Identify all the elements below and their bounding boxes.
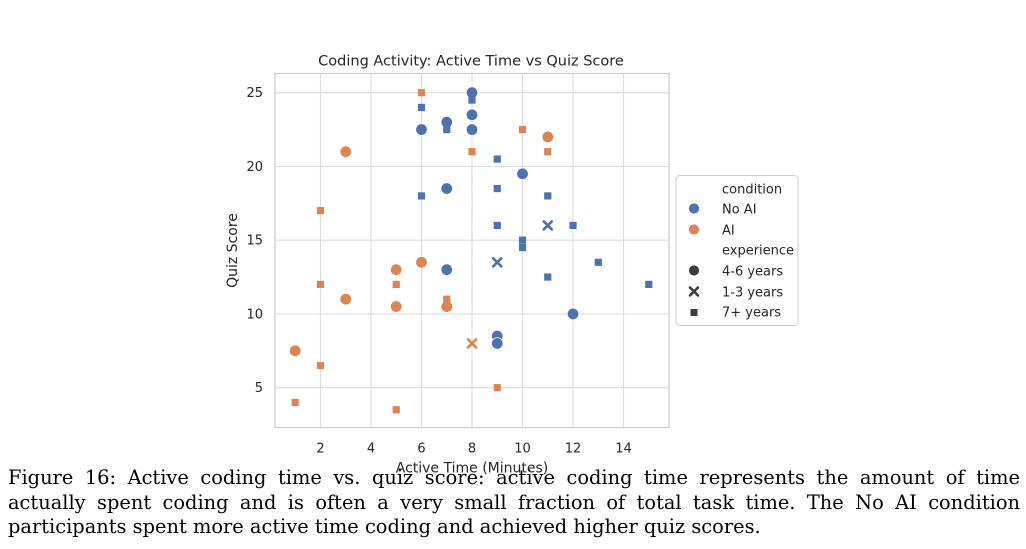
data-point (443, 125, 451, 134)
legend-style-title: experience (722, 244, 794, 259)
data-point (417, 192, 426, 200)
legend: condition No AI AI experience 4-6 years … (675, 175, 799, 326)
data-point (316, 280, 325, 289)
x-tick-label: 12 (565, 442, 582, 457)
data-point (316, 207, 325, 215)
data-point (491, 257, 503, 268)
data-point (493, 184, 501, 193)
data-point (443, 266, 451, 274)
data-point (392, 280, 400, 289)
legend-marker-4-6-years (688, 264, 700, 277)
data-point (417, 103, 426, 112)
data-point (569, 221, 577, 230)
x-tick-label: 2 (316, 442, 324, 457)
data-point (468, 148, 476, 156)
data-point (518, 236, 527, 244)
y-tick-label: 10 (246, 307, 263, 322)
data-point (390, 263, 403, 276)
data-point (339, 292, 352, 306)
x-tick-label: 4 (367, 442, 375, 457)
legend-label-ai: AI (722, 224, 735, 239)
x-tick-label: 8 (468, 442, 476, 457)
data-point (541, 130, 554, 144)
x-axis-label: Active Time (Minutes) (396, 461, 549, 477)
data-point (339, 145, 352, 158)
x-tick-labels: 2 4 6 8 10 12 14 (316, 442, 631, 457)
data-point (493, 221, 501, 230)
data-point (289, 344, 302, 358)
data-point (493, 384, 501, 392)
figure-caption: Figure 16: Active coding time vs. quiz s… (8, 466, 1020, 538)
data-point (645, 280, 653, 289)
legend-marker-1-3-years (688, 286, 700, 297)
chart-title: Coding Activity: Active Time vs Quiz Sco… (318, 54, 624, 70)
data-point (518, 243, 527, 252)
y-tick-label: 20 (246, 160, 263, 175)
legend-label-4-6-years: 4-6 years (722, 265, 783, 280)
data-point (466, 338, 478, 349)
data-point (417, 89, 426, 97)
data-point (316, 361, 325, 370)
data-point (594, 258, 602, 266)
data-point (542, 220, 554, 231)
legend-hue-title: condition (722, 183, 782, 198)
data-point (415, 256, 428, 269)
legend-marker-7-plus-years (690, 309, 698, 316)
data-point (443, 295, 451, 303)
data-points (289, 86, 653, 414)
data-point (291, 398, 299, 407)
data-point (468, 96, 476, 104)
legend-label-no-ai: No AI (722, 203, 757, 218)
x-tick-label: 6 (417, 442, 425, 457)
data-point (390, 300, 403, 313)
data-point (465, 108, 479, 122)
legend-box (675, 175, 799, 326)
y-tick-label: 25 (246, 86, 263, 101)
legend-marker-ai (688, 223, 700, 236)
legend-label-7-plus-years: 7+ years (722, 306, 781, 321)
data-point (566, 307, 580, 321)
x-tick-label: 10 (514, 442, 531, 457)
y-axis-label: Quiz Score (225, 213, 241, 288)
x-tick-label: 14 (615, 442, 632, 457)
data-point (544, 273, 552, 281)
data-point (518, 125, 527, 134)
data-point (516, 167, 529, 181)
data-point (465, 123, 479, 136)
y-tick-label: 5 (255, 381, 263, 396)
data-point (493, 155, 501, 163)
data-point (544, 148, 552, 156)
data-point (544, 192, 552, 200)
data-point (491, 337, 504, 350)
y-tick-label: 15 (246, 234, 263, 249)
data-point (415, 123, 428, 136)
legend-marker-no-ai (688, 202, 700, 215)
legend-label-1-3-years: 1-3 years (722, 286, 783, 301)
data-point (392, 406, 400, 414)
y-tick-labels: 5 10 15 20 25 (246, 86, 263, 396)
data-point (440, 182, 453, 195)
